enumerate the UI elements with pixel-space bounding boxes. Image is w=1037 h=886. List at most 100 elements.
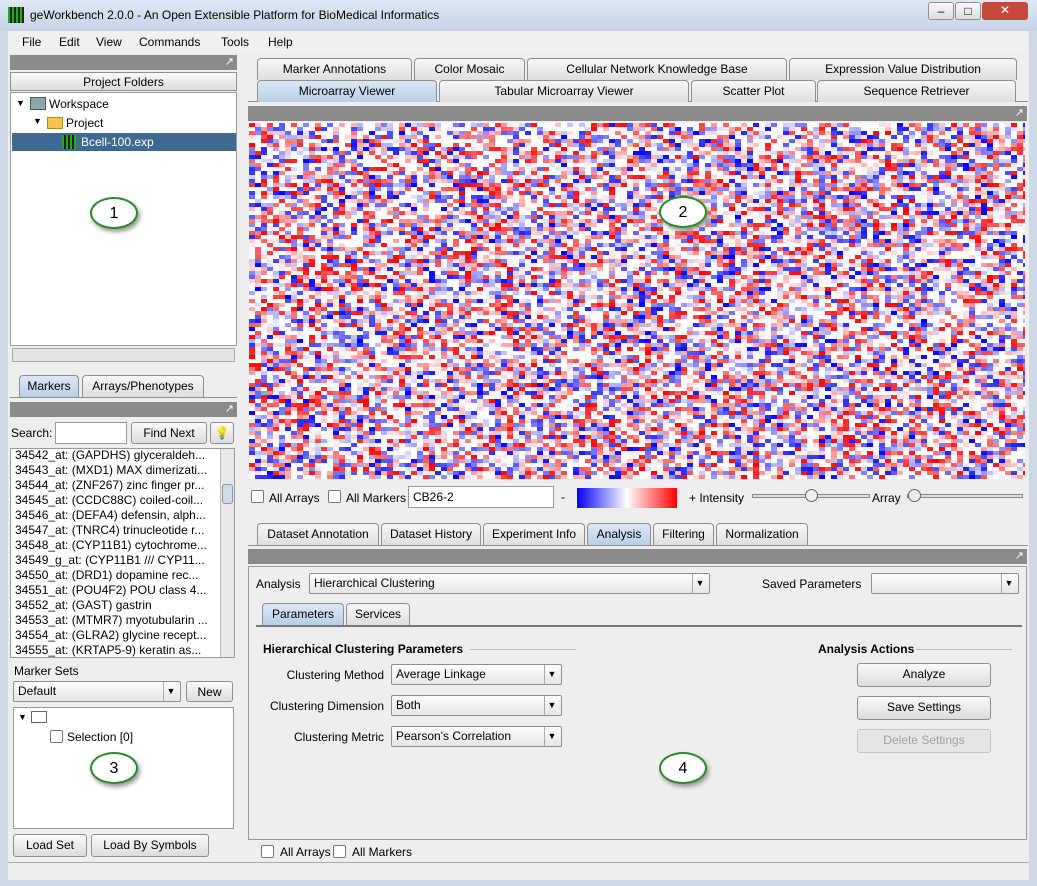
find-next-button[interactable]: Find Next xyxy=(131,422,207,444)
checkbox[interactable] xyxy=(261,845,274,858)
heatmap-row xyxy=(249,339,1025,343)
tab[interactable]: Arrays/Phenotypes xyxy=(82,375,204,397)
marker-item[interactable]: 34544_at: (ZNF267) zinc finger pr... xyxy=(15,478,205,492)
color-scale xyxy=(577,488,677,508)
file-icon xyxy=(62,135,76,149)
minimize[interactable]: – xyxy=(928,2,954,20)
scrollbar[interactable] xyxy=(220,449,234,657)
search-input[interactable] xyxy=(55,422,127,444)
param-label: Clustering Metric xyxy=(293,730,384,744)
heatmap-row xyxy=(249,171,1025,175)
checkbox[interactable] xyxy=(251,490,264,503)
heatmap-row xyxy=(249,255,1025,259)
param-select[interactable]: Average Linkage xyxy=(391,664,562,685)
heatmap-row xyxy=(249,335,1025,339)
close[interactable]: ✕ xyxy=(982,2,1028,20)
heatmap-row xyxy=(249,147,1025,151)
new-button[interactable]: New xyxy=(186,681,233,702)
menu-item[interactable]: File xyxy=(22,35,42,49)
heatmap-row xyxy=(249,307,1025,311)
viewer-tab[interactable]: Color Mosaic xyxy=(414,58,525,80)
viewer-tab[interactable]: Tabular Microarray Viewer xyxy=(439,80,689,102)
heatmap-row xyxy=(249,359,1025,363)
marker-item[interactable]: 34542_at: (GAPDHS) glyceraldeh... xyxy=(15,448,206,462)
marker-item[interactable]: 34543_at: (MXD1) MAX dimerizati... xyxy=(15,463,208,477)
marker-item[interactable]: 34550_at: (DRD1) dopamine rec... xyxy=(15,568,199,582)
viewer-tab[interactable]: Marker Annotations xyxy=(257,58,412,80)
heatmap-row xyxy=(249,187,1025,191)
heatmap-row xyxy=(249,275,1025,279)
load-set-button[interactable]: Load Set xyxy=(13,834,87,857)
analysis-tab[interactable]: Dataset Annotation xyxy=(257,523,379,545)
menu-item[interactable]: View xyxy=(96,35,122,49)
menu-item[interactable]: Tools xyxy=(221,35,250,49)
intensity-slider[interactable] xyxy=(752,489,870,502)
heatmap-row xyxy=(249,163,1025,167)
hint-button[interactable]: 💡 xyxy=(210,422,234,444)
heatmap-row xyxy=(249,443,1025,447)
analysis-tab[interactable]: Filtering xyxy=(653,523,714,545)
array-field[interactable]: CB26-2 xyxy=(408,486,554,508)
heatmap-row xyxy=(249,123,1025,127)
heatmap-row xyxy=(249,127,1025,131)
viewer-tab[interactable]: Scatter Plot xyxy=(691,80,816,102)
array-slider[interactable] xyxy=(907,489,1023,502)
viewer-tab[interactable]: Expression Value Distribution xyxy=(789,58,1017,80)
param-select[interactable]: Both xyxy=(391,695,562,716)
analysis-tab[interactable]: Normalization xyxy=(716,523,808,545)
set-select[interactable]: Default xyxy=(13,681,181,702)
tab[interactable]: Markers xyxy=(19,375,79,397)
viewer-tab[interactable]: Cellular Network Knowledge Base xyxy=(527,58,787,80)
menu-item[interactable]: Commands xyxy=(139,35,201,49)
subtab[interactable]: Parameters xyxy=(262,603,344,625)
viewer-tab[interactable]: Sequence Retriever xyxy=(817,80,1016,102)
analysis-tab[interactable]: Analysis xyxy=(587,523,651,545)
analysis-panel xyxy=(248,566,1027,840)
heatmap-row xyxy=(249,439,1025,443)
heatmap-row xyxy=(249,411,1025,415)
marker-item[interactable]: 34545_at: (CCDC88C) coiled-coil... xyxy=(15,493,204,507)
analysis-select[interactable]: Hierarchical Clustering xyxy=(309,573,710,594)
marker-item[interactable]: 34554_at: (GLRA2) glycine recept... xyxy=(15,628,207,642)
heatmap-row xyxy=(249,367,1025,371)
heatmap-row xyxy=(249,447,1025,451)
tree-item[interactable]: Project xyxy=(66,116,104,130)
load-by-symbols-button[interactable]: Load By Symbols xyxy=(91,834,209,857)
param-select[interactable]: Pearson's Correlation xyxy=(391,726,562,747)
heatmap-row xyxy=(249,379,1025,383)
subtab[interactable]: Services xyxy=(346,603,410,625)
heatmap-row xyxy=(249,315,1025,319)
callout: 4 xyxy=(659,752,707,784)
folder-icon xyxy=(31,711,47,723)
heatmap-row xyxy=(249,347,1025,351)
marker-item[interactable]: 34549_g_at: (CYP11B1 /// CYP11... xyxy=(15,553,205,567)
checkbox-label: All Arrays xyxy=(269,491,320,505)
checkbox[interactable] xyxy=(328,490,341,503)
tree-item[interactable]: Bcell-100.exp xyxy=(81,135,154,149)
checkbox[interactable] xyxy=(333,845,346,858)
maximize[interactable]: □ xyxy=(955,2,981,20)
menu-item[interactable]: Edit xyxy=(59,35,80,49)
scrollbar[interactable] xyxy=(12,348,235,362)
tree-item[interactable]: Workspace xyxy=(49,97,109,111)
save-settings-button[interactable]: Save Settings xyxy=(857,696,991,720)
analyze-button[interactable]: Analyze xyxy=(857,663,991,687)
analysis-tab[interactable]: Dataset History xyxy=(381,523,481,545)
heatmap-row xyxy=(249,467,1025,471)
marker-item[interactable]: 34553_at: (MTMR7) myotubularin ... xyxy=(15,613,208,627)
checkbox[interactable] xyxy=(50,730,63,743)
marker-item[interactable]: 34551_at: (POU4F2) POU class 4... xyxy=(15,583,207,597)
saved-parameters-select[interactable] xyxy=(871,573,1019,594)
heatmap-row xyxy=(249,143,1025,147)
marker-item[interactable]: 34547_at: (TNRC4) trinucleotide r... xyxy=(15,523,205,537)
set-item[interactable]: Selection [0] xyxy=(67,730,134,744)
heatmap-row xyxy=(249,319,1025,323)
marker-item[interactable]: 34548_at: (CYP11B1) cytochrome... xyxy=(15,538,207,552)
marker-item[interactable]: 34546_at: (DEFA4) defensin, alph... xyxy=(15,508,206,522)
analysis-tab[interactable]: Experiment Info xyxy=(483,523,585,545)
menu-item[interactable]: Help xyxy=(268,35,293,49)
marker-item[interactable]: 34555_at: (KRTAP5-9) keratin as... xyxy=(15,643,202,657)
viewer-tab[interactable]: Microarray Viewer xyxy=(257,80,437,102)
marker-item[interactable]: 34552_at: (GAST) gastrin xyxy=(15,598,152,612)
heatmap-row xyxy=(249,343,1025,347)
